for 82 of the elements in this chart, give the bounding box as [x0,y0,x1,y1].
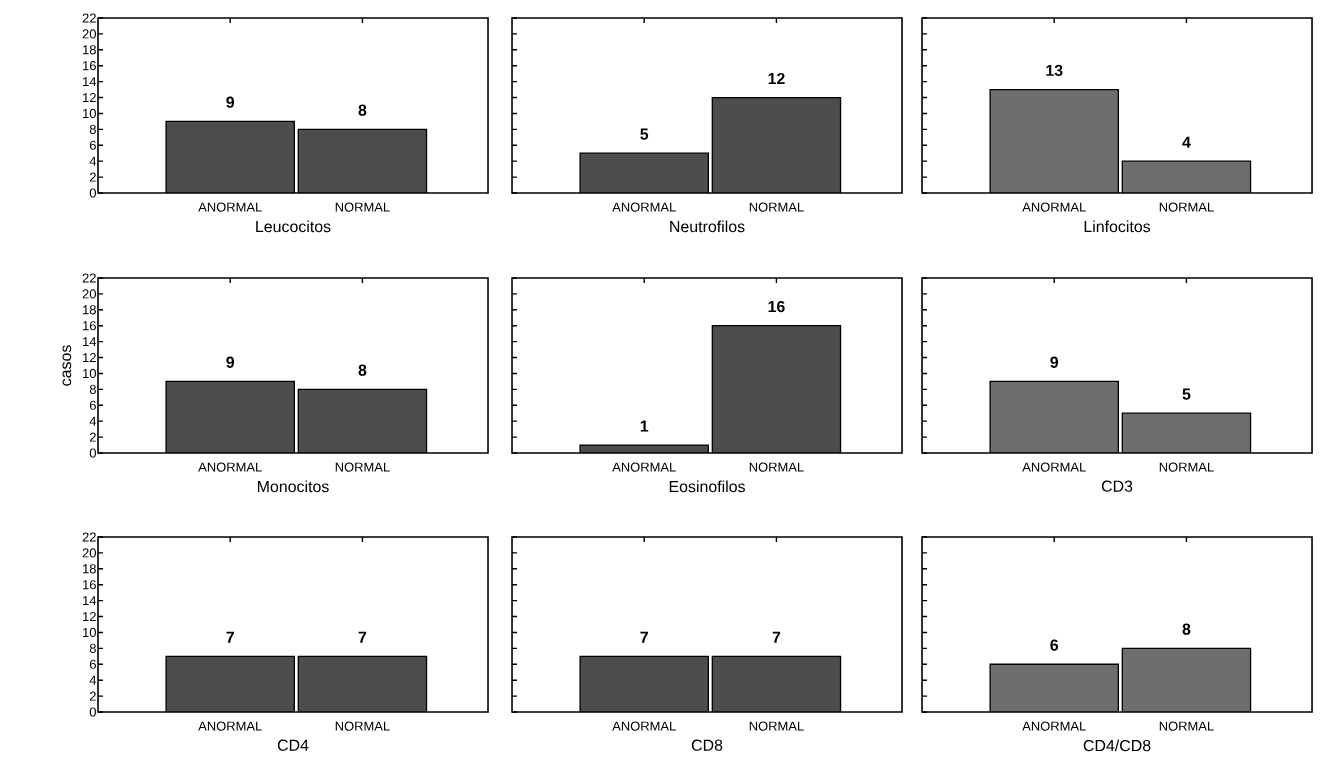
data-label: 7 [772,631,781,643]
x-axis-title: Monocitos [258,480,329,493]
x-axis-title: CD3 [1101,480,1133,492]
x-axis-title: CD4/CD8 [1083,739,1151,752]
x-tick-label: NORMAL [335,202,390,212]
x-tick-label: NORMAL [749,462,804,472]
x-tick-label: ANORMAL [1022,462,1086,472]
data-label: 9 [226,96,235,108]
y-tick-label: 14 [83,77,97,87]
x-tick-label: NORMAL [749,202,804,212]
y-tick-label: 20 [82,548,96,558]
x-tick-label: NORMAL [749,721,804,731]
y-tick-label: 4 [89,156,97,166]
y-tick-label: 16 [83,580,96,590]
y-tick-label: 16 [83,321,96,331]
x-axis-title: CD8 [691,739,723,751]
y-tick-label: 6 [89,140,96,150]
x-tick-label: NORMAL [1159,462,1214,472]
data-label: 8 [1182,623,1191,635]
y-tick-label: 12 [83,353,96,363]
x-tick-label: ANORMAL [198,721,262,731]
x-axis-title: CD4 [277,739,309,751]
y-tick-label: 22 [82,13,96,23]
x-tick-label: ANORMAL [612,721,676,731]
y-axis-title: casos [62,345,72,386]
data-label: 13 [1046,64,1063,77]
y-tick-label: 12 [83,93,96,103]
y-tick-label: 12 [83,612,96,622]
data-label: 6 [1050,639,1059,651]
x-tick-label: NORMAL [1159,721,1214,731]
y-tick-label: 2 [89,691,96,701]
x-tick-label: ANORMAL [1022,202,1086,212]
y-tick-label: 10 [83,627,96,638]
y-tick-label: 2 [89,172,96,182]
x-tick-label: NORMAL [1159,202,1214,212]
y-tick-label: 0 [89,188,96,198]
data-label: 12 [768,72,785,85]
y-tick-label: 2 [89,432,96,442]
y-tick-label: 6 [89,659,96,669]
y-tick-label: 6 [89,400,96,410]
y-tick-label: 16 [83,61,96,71]
x-tick-label: ANORMAL [612,202,676,212]
data-label: 16 [768,300,785,313]
x-axis-title: Eosinofilos [669,480,745,493]
x-axis-title: Leucocitos [256,220,331,233]
y-tick-label: 18 [83,45,96,55]
data-label: 5 [640,128,649,140]
x-axis-title: Linfocitos [1084,220,1151,233]
x-tick-label: ANORMAL [1022,721,1086,731]
y-tick-label: 22 [82,532,96,542]
y-tick-label: 10 [83,368,96,379]
data-label: 9 [226,356,235,368]
x-tick-label: ANORMAL [198,462,262,472]
y-tick-label: 10 [83,108,96,119]
y-tick-label: 18 [83,564,96,574]
y-tick-label: 20 [82,29,96,39]
y-tick-label: 22 [82,273,96,283]
data-label: 7 [640,631,648,643]
y-tick-label: 8 [89,124,96,134]
x-axis-title: Neutrofilos [670,220,745,233]
y-tick-label: 4 [89,416,97,426]
y-tick-label: 20 [82,289,96,299]
y-tick-label: 14 [83,337,97,347]
x-tick-label: ANORMAL [198,202,262,212]
y-tick-label: 8 [89,384,96,394]
x-tick-label: NORMAL [335,462,390,472]
data-label: 7 [226,631,234,643]
data-label: 8 [358,104,367,116]
y-tick-label: 4 [89,675,97,685]
y-tick-label: 0 [89,707,96,717]
y-tick-label: 14 [83,596,97,606]
data-label: 1 [640,420,649,432]
y-tick-label: 0 [89,448,96,458]
x-tick-label: ANORMAL [612,462,676,472]
y-tick-label: 18 [83,305,96,315]
data-label: 8 [358,364,367,376]
y-tick-label: 8 [89,643,96,653]
data-label: 7 [358,631,367,643]
data-label: 9 [1050,356,1059,368]
data-label: 4 [1182,136,1191,148]
x-tick-label: NORMAL [335,721,390,731]
data-label: 5 [1182,388,1191,400]
